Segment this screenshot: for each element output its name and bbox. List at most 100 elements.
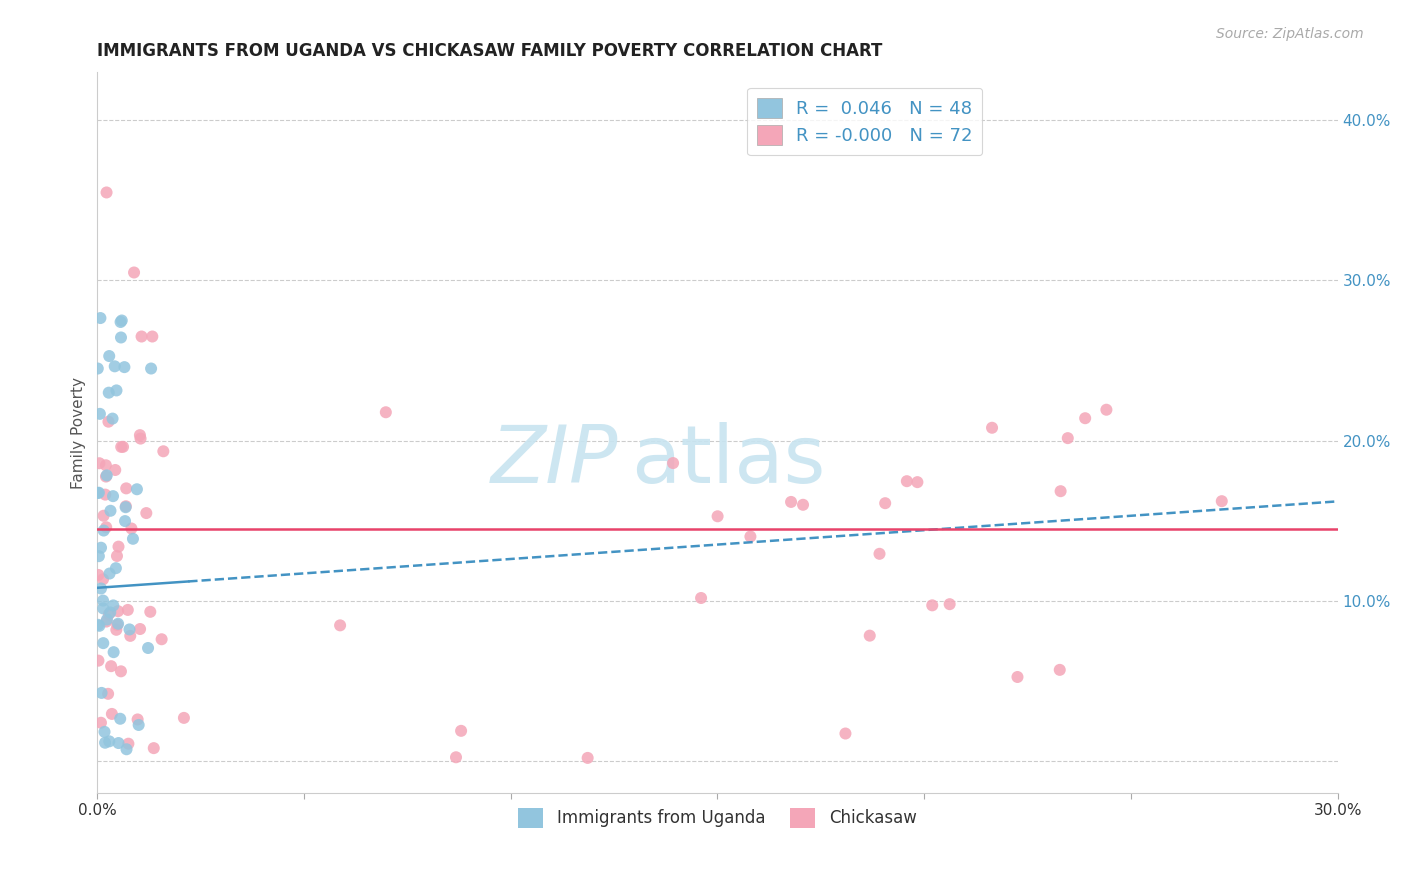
Point [662, 456, 685, 470]
Point [103, 599, 125, 613]
Point [96, 186, 118, 200]
Text: ZIP: ZIP [491, 422, 619, 500]
Point [135, 506, 157, 520]
Point [1007, 670, 1029, 684]
Point [87, 654, 110, 668]
Point [1211, 494, 1233, 508]
Point [107, 736, 129, 750]
Point [374, 405, 396, 419]
Point [118, 623, 141, 637]
Point [938, 597, 960, 611]
Point [87, 568, 110, 582]
Point [1095, 402, 1118, 417]
Point [96, 468, 118, 483]
Point [981, 421, 1004, 435]
Point [93, 724, 115, 739]
Point [87, 361, 110, 376]
Point [576, 751, 599, 765]
Point [136, 640, 159, 655]
Point [896, 474, 918, 488]
Point [91, 593, 114, 607]
Point [94, 469, 117, 483]
Point [120, 629, 142, 643]
Point [115, 482, 138, 496]
Point [100, 504, 122, 518]
Point [87, 486, 110, 500]
Point [97, 607, 120, 622]
Point [129, 622, 152, 636]
Point [89, 619, 111, 633]
Point [921, 599, 943, 613]
Point [97, 687, 120, 701]
Point [114, 514, 136, 528]
Point [98, 734, 121, 748]
Point [110, 665, 132, 679]
Point [107, 604, 129, 618]
Point [90, 541, 112, 555]
Point [104, 463, 127, 477]
Point [87, 485, 110, 500]
Point [129, 432, 152, 446]
Text: Source: ZipAtlas.com: Source: ZipAtlas.com [1216, 27, 1364, 41]
Point [139, 605, 162, 619]
Point [87, 617, 110, 632]
Point [780, 495, 803, 509]
Point [94, 488, 117, 502]
Point [1074, 411, 1097, 425]
Point [740, 529, 762, 543]
Point [89, 311, 111, 326]
Point [129, 428, 152, 442]
Point [1049, 484, 1071, 499]
Point [101, 411, 124, 425]
Point [111, 440, 134, 454]
Point [117, 603, 139, 617]
Point [834, 726, 856, 740]
Point [104, 561, 127, 575]
Text: IMMIGRANTS FROM UGANDA VS CHICKASAW FAMILY POVERTY CORRELATION CHART: IMMIGRANTS FROM UGANDA VS CHICKASAW FAMI… [97, 42, 883, 60]
Point [120, 521, 142, 535]
Point [110, 330, 132, 344]
Text: atlas: atlas [631, 422, 825, 500]
Point [122, 532, 145, 546]
Legend: Immigrants from Uganda, Chickasaw: Immigrants from Uganda, Chickasaw [512, 801, 924, 835]
Point [91, 572, 114, 586]
Point [105, 618, 128, 632]
Point [869, 547, 891, 561]
Point [875, 496, 897, 510]
Point [93, 508, 115, 523]
Point [105, 623, 128, 637]
Point [150, 632, 173, 647]
Point [112, 360, 135, 375]
Point [110, 440, 132, 454]
Point [91, 636, 114, 650]
Point [127, 713, 149, 727]
Point [97, 385, 120, 400]
Point [93, 524, 115, 538]
Point [114, 500, 136, 515]
Point [108, 712, 131, 726]
Point [98, 349, 121, 363]
Point [101, 489, 124, 503]
Point [115, 742, 138, 756]
Point [110, 315, 132, 329]
Point [115, 500, 138, 514]
Point [98, 606, 121, 620]
Point [111, 313, 134, 327]
Point [96, 613, 118, 627]
Point [122, 265, 145, 279]
Point [142, 741, 165, 756]
Point [100, 659, 122, 673]
Point [97, 415, 120, 429]
Point [105, 384, 128, 398]
Point [103, 645, 125, 659]
Point [173, 711, 195, 725]
Point [87, 549, 110, 563]
Point [94, 458, 117, 473]
Point [89, 456, 111, 470]
Point [104, 359, 127, 374]
Point [1056, 431, 1078, 445]
Point [450, 723, 472, 738]
Point [107, 540, 129, 554]
Point [89, 407, 111, 421]
Point [859, 629, 882, 643]
